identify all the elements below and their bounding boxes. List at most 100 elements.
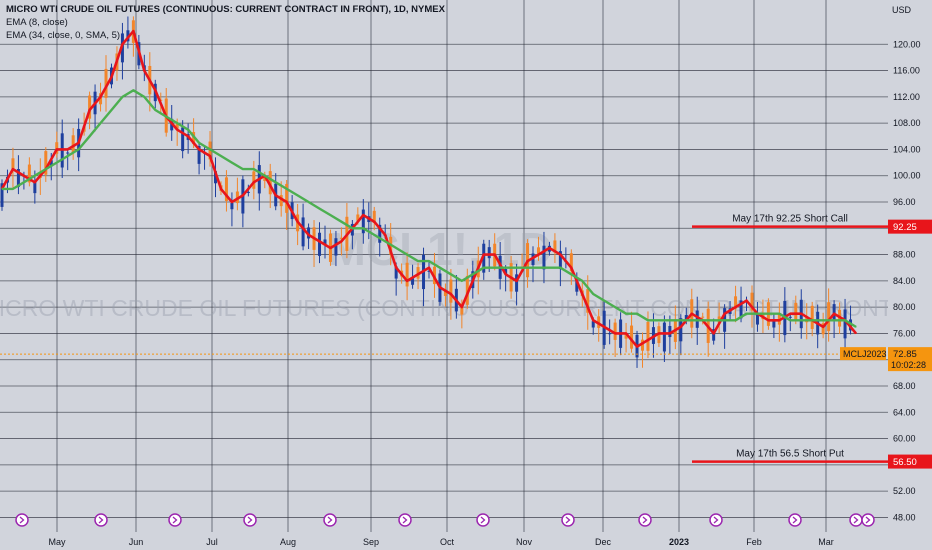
plot-area[interactable] [0, 0, 888, 532]
event-marker-icon[interactable] [849, 513, 863, 527]
candle-body[interactable] [449, 279, 453, 303]
candle-body[interactable] [843, 309, 847, 339]
candle-body[interactable] [641, 339, 644, 351]
candle-body[interactable] [586, 289, 590, 313]
candle-body[interactable] [411, 278, 415, 285]
symbol-tag[interactable] [840, 347, 886, 361]
candle-body[interactable] [197, 146, 201, 164]
event-marker-icon[interactable] [709, 513, 723, 527]
event-marker-icon[interactable] [476, 513, 490, 527]
candle-body[interactable] [646, 321, 650, 351]
candle-body[interactable] [361, 209, 365, 234]
candle-body[interactable] [11, 158, 15, 171]
event-marker-icon[interactable] [323, 513, 337, 527]
last-price-tag[interactable] [888, 347, 932, 372]
candle-body[interactable] [465, 275, 469, 305]
candle-body[interactable] [104, 68, 108, 98]
ema-8-point [187, 135, 189, 137]
candle-body[interactable] [536, 247, 540, 254]
event-marker-icon[interactable] [243, 513, 257, 527]
candle-body[interactable] [504, 269, 508, 275]
candle-body[interactable] [821, 323, 825, 335]
candle-body[interactable] [684, 315, 688, 321]
candle-body[interactable] [701, 316, 705, 318]
event-marker-icon[interactable] [788, 513, 802, 527]
candle-body[interactable] [712, 329, 716, 341]
candle-body[interactable] [252, 171, 256, 189]
candle-body[interactable] [772, 321, 776, 328]
candle-body[interactable] [608, 333, 612, 335]
candle-body[interactable] [49, 160, 53, 167]
candle-body[interactable] [224, 177, 228, 202]
candle-body[interactable] [630, 325, 634, 349]
candle-body[interactable] [27, 164, 31, 183]
candle-body[interactable] [214, 171, 217, 184]
ema-short-legend[interactable]: EMA (8, close) [6, 17, 68, 28]
event-marker-icon[interactable] [861, 513, 875, 527]
candle-body[interactable] [827, 302, 831, 332]
candle-body[interactable] [230, 202, 234, 210]
candle-body[interactable] [285, 183, 289, 213]
candle-body[interactable] [624, 333, 628, 339]
candle-body[interactable] [755, 312, 759, 325]
candle-body[interactable] [175, 122, 179, 129]
candle-body[interactable] [482, 243, 486, 273]
ema-long-legend[interactable]: EMA (34, close, 0, SMA, 5) [6, 30, 121, 41]
candle-body[interactable] [279, 195, 283, 207]
candle-body[interactable] [515, 274, 519, 292]
candle-body[interactable] [246, 191, 250, 193]
candle-body[interactable] [794, 302, 798, 321]
candle-body[interactable] [55, 142, 59, 154]
candle-body[interactable] [405, 262, 409, 287]
candle-body[interactable] [460, 303, 464, 315]
candle-body[interactable] [323, 239, 327, 245]
event-marker-icon[interactable] [561, 513, 575, 527]
candle-body[interactable] [66, 152, 70, 154]
candle-body[interactable] [301, 217, 305, 247]
candle-body[interactable] [542, 245, 546, 270]
candle-body[interactable] [575, 279, 579, 292]
candle-body[interactable] [318, 232, 322, 256]
candle-body[interactable] [339, 237, 343, 239]
ema-34-point [647, 319, 649, 321]
candle-body[interactable] [553, 240, 557, 253]
candle-body[interactable] [788, 316, 792, 318]
event-marker-icon[interactable] [15, 513, 29, 527]
event-marker-icon[interactable] [638, 513, 652, 527]
candle-body[interactable] [591, 321, 595, 328]
ema-34-point [264, 175, 266, 177]
event-marker-icon[interactable] [168, 513, 182, 527]
candle-body[interactable] [613, 322, 617, 340]
candle-body[interactable] [394, 266, 398, 279]
candle-body[interactable] [16, 169, 20, 187]
x-tick-label: Oct [440, 537, 455, 547]
candle-body[interactable] [356, 214, 360, 221]
candle-body[interactable] [88, 95, 92, 119]
candle-body[interactable] [487, 247, 491, 259]
candle-body[interactable] [750, 292, 754, 311]
candle-body[interactable] [679, 318, 683, 342]
candle-body[interactable] [427, 270, 431, 272]
candle-body[interactable] [44, 151, 48, 175]
candle-body[interactable] [263, 175, 267, 181]
candle-body[interactable] [569, 253, 573, 272]
candle-body[interactable] [181, 127, 185, 152]
event-marker-icon[interactable] [398, 513, 412, 527]
candle-body[interactable] [734, 296, 738, 309]
candle-body[interactable] [268, 171, 272, 195]
candle-body[interactable] [71, 135, 75, 153]
candle-body[interactable] [662, 322, 666, 352]
candle-body[interactable] [372, 210, 376, 223]
candle-body[interactable] [668, 326, 672, 338]
candle-body[interactable] [739, 300, 743, 319]
candle-body[interactable] [443, 290, 447, 296]
candle-body[interactable] [334, 238, 338, 256]
candle-body[interactable] [558, 251, 562, 270]
candle-body[interactable] [0, 183, 4, 207]
event-marker-icon[interactable] [94, 513, 108, 527]
candle-body[interactable] [810, 305, 814, 329]
candle-body[interactable] [33, 181, 37, 194]
candle-body[interactable] [378, 224, 382, 243]
